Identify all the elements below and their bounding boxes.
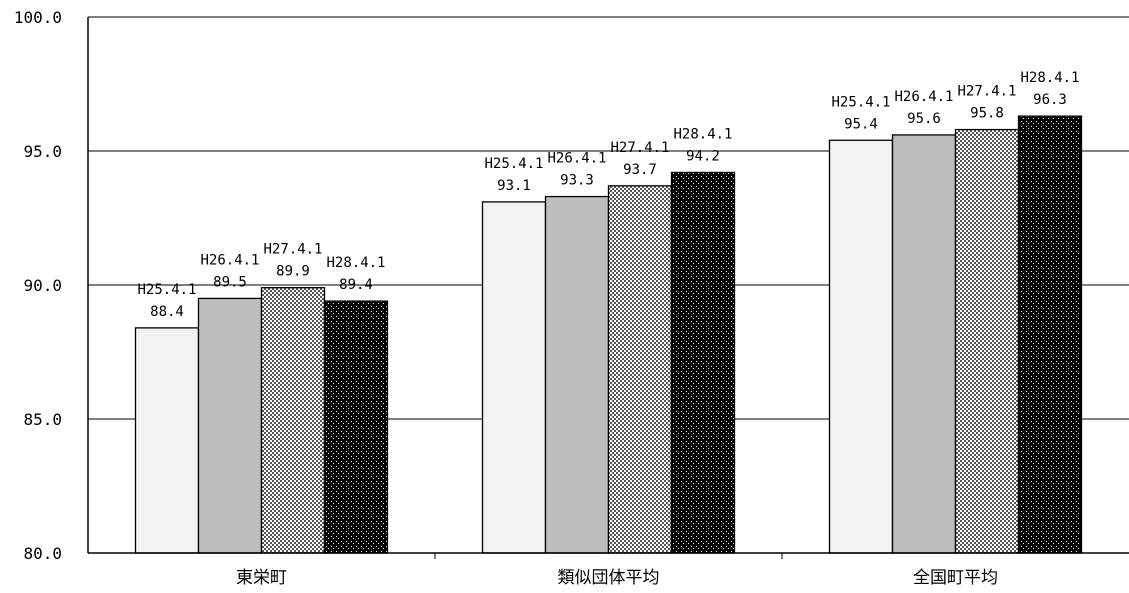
bar [828,139,894,554]
data-label-value: 89.4 [339,277,373,293]
data-label-value: 93.1 [497,178,531,194]
data-label-date: H25.4.1 [484,156,543,172]
y-tick-label: 85.0 [23,410,62,429]
bar [954,128,1020,554]
bar [891,134,957,554]
data-label-date: H25.4.1 [831,94,890,110]
data-label-value: 95.4 [844,116,878,132]
bar [323,300,389,554]
data-label-date: H26.4.1 [894,89,953,105]
data-label-date: H26.4.1 [547,151,606,167]
data-labels: H25.4.1 88.4 H26.4.1 89.5 H27.4.1 89.9 H28.4.1… [137,70,1079,320]
x-category-label: 類似団体平均 [558,568,660,588]
x-category-label: 全国町平均 [913,568,998,588]
data-label-date: H25.4.1 [137,282,196,298]
data-label-date: H27.4.1 [263,242,322,258]
y-tick-label: 80.0 [23,544,62,563]
y-tick-label: 95.0 [23,142,62,161]
y-tick-label: 90.0 [23,276,62,295]
data-label-value: 96.3 [1033,92,1067,108]
data-label-value: 88.4 [150,304,184,320]
data-label-value: 89.9 [276,264,310,280]
bar [1017,115,1083,554]
bar [670,171,736,554]
bar [544,195,610,554]
data-label-value: 95.8 [970,106,1004,122]
data-label-value: 89.5 [213,274,247,290]
x-category-label: 東栄町 [236,568,287,588]
data-label-date: H28.4.1 [673,126,732,142]
data-label-value: 94.2 [686,148,720,164]
bar [260,287,326,554]
data-label-date: H28.4.1 [326,255,385,271]
data-label-value: 93.7 [623,162,657,178]
bar [134,327,200,554]
bar [607,185,673,554]
y-tick-label: 100.0 [14,8,62,27]
data-label-date: H28.4.1 [1020,70,1079,86]
data-label-date: H27.4.1 [957,84,1016,100]
data-label-date: H26.4.1 [200,252,259,268]
axes: 100.0 95.0 90.0 85.0 80.0 東栄町 類似団体平均 全国町平均 [14,8,1129,588]
data-label-date: H27.4.1 [610,140,669,156]
bar [197,297,263,554]
bars [134,115,1083,554]
bar [481,201,547,554]
data-label-value: 95.6 [907,111,941,127]
data-label-value: 93.3 [560,173,594,189]
